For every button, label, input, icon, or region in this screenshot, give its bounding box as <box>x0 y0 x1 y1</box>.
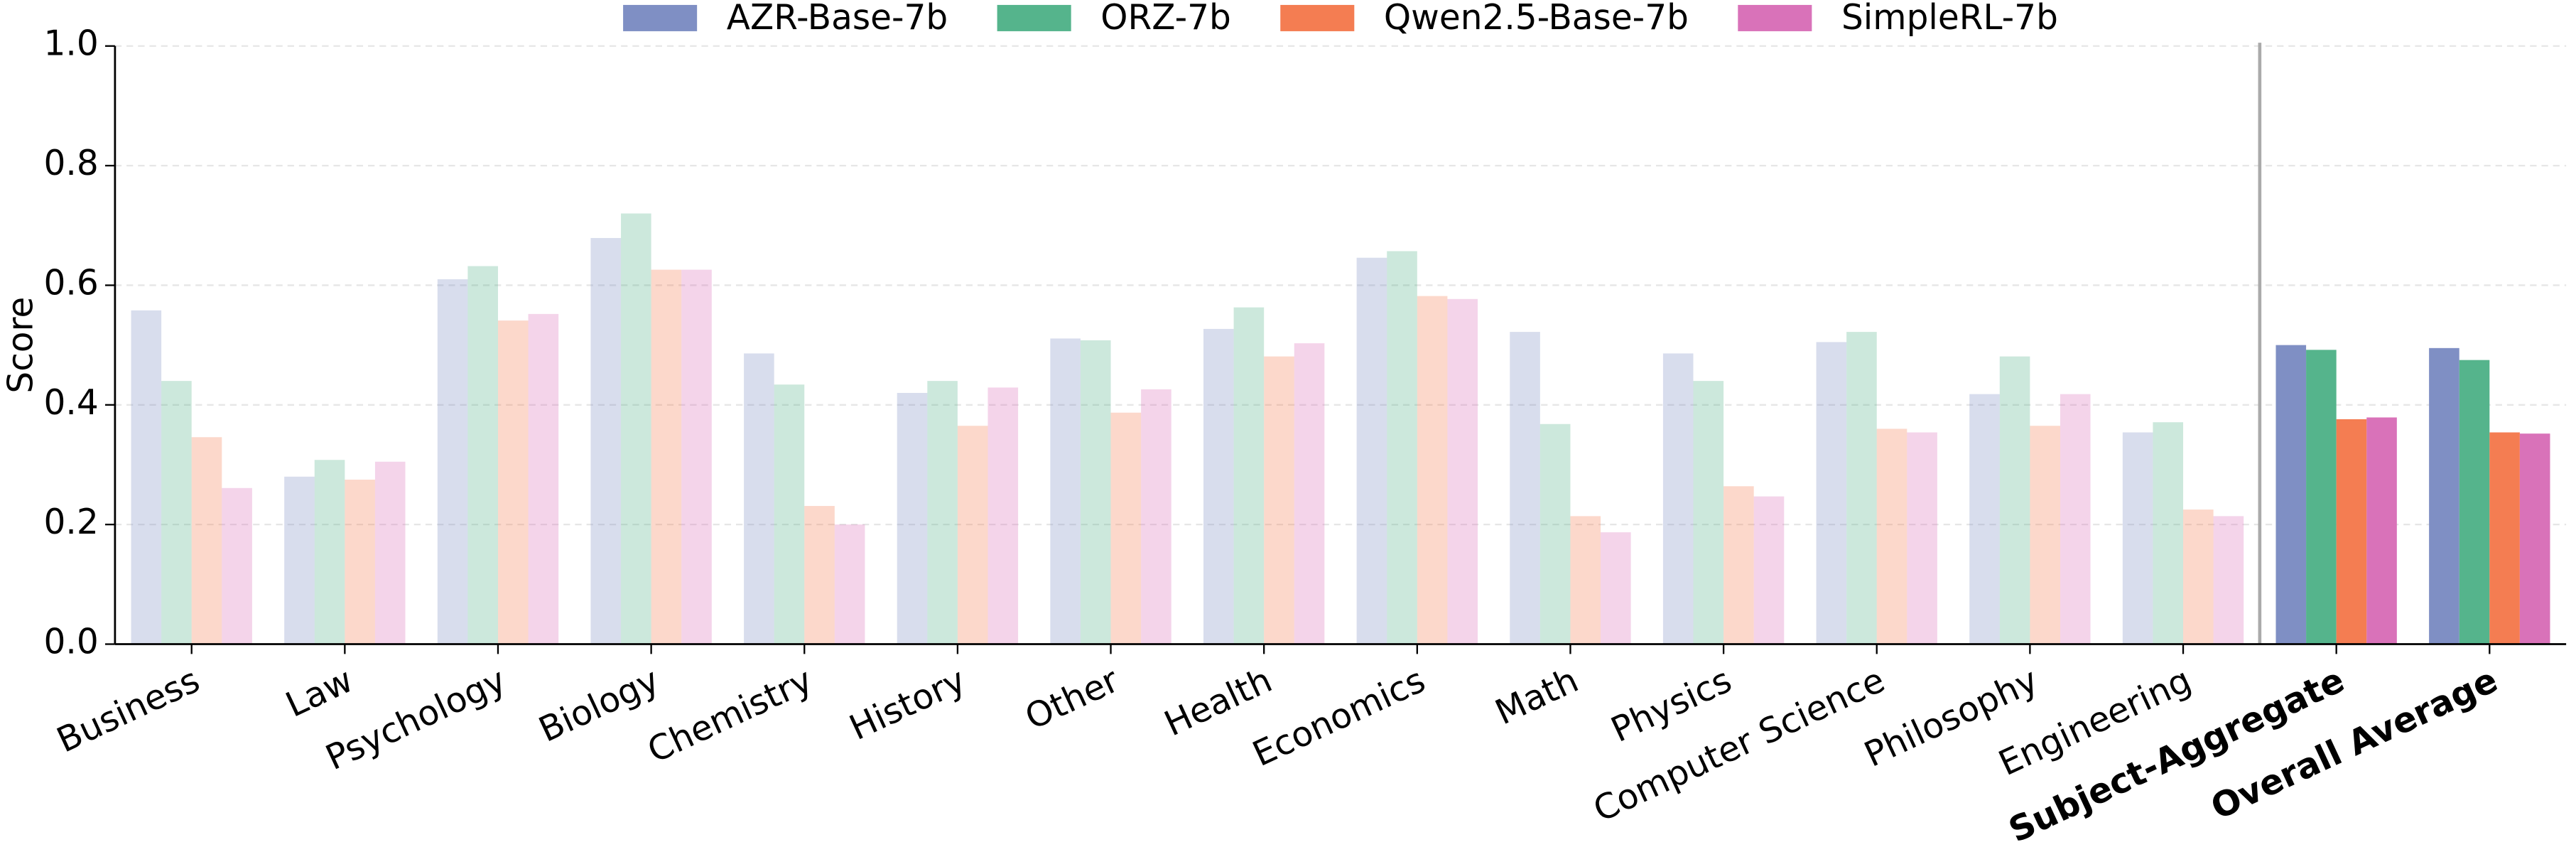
bar <box>437 279 468 644</box>
bar <box>590 237 622 644</box>
bar <box>774 384 805 644</box>
bar <box>1417 296 1448 644</box>
bar <box>927 381 958 644</box>
bar <box>1693 381 1724 644</box>
legend-swatch <box>997 4 1071 31</box>
bar <box>621 213 651 644</box>
bar <box>2153 422 2184 644</box>
bar <box>804 506 835 644</box>
bar <box>161 381 192 644</box>
bar <box>1907 432 1937 644</box>
bar <box>1141 389 1171 644</box>
bar <box>2213 516 2244 644</box>
bar <box>2030 426 2060 644</box>
bar <box>1876 428 1907 644</box>
bar <box>2429 347 2459 644</box>
bar <box>2459 360 2490 644</box>
bar <box>467 266 498 644</box>
bar <box>1816 342 1847 644</box>
bar <box>1846 332 1877 644</box>
bar <box>2366 417 2397 644</box>
legend-swatch <box>1738 4 1812 31</box>
bar <box>1050 338 1081 644</box>
bar <box>2275 345 2307 644</box>
x-tick-label: Overall Average <box>2205 660 2504 828</box>
bar <box>314 460 345 644</box>
bar <box>1356 257 1387 644</box>
legend-swatch <box>1280 4 1355 31</box>
bar <box>2122 432 2153 644</box>
legend-label: AZR-Base-7b <box>727 0 948 38</box>
bar <box>1110 412 1142 644</box>
y-tick-label: 0.0 <box>44 622 99 662</box>
bar <box>987 387 1019 644</box>
bar <box>2183 509 2214 644</box>
bar <box>1233 307 1265 644</box>
bar <box>1969 394 2000 644</box>
bar <box>1203 328 1234 644</box>
bar <box>897 392 928 644</box>
bar <box>497 320 529 644</box>
bar <box>1447 298 1478 644</box>
bar <box>1723 486 1754 644</box>
bar <box>191 437 222 644</box>
bar <box>131 310 162 644</box>
y-tick-label: 0.8 <box>44 144 99 183</box>
bar <box>1570 516 1601 644</box>
bar <box>651 269 682 644</box>
x-tick-label: Economics <box>1247 660 1432 775</box>
bar <box>2489 432 2520 644</box>
x-tick-label: Business <box>51 660 206 760</box>
bar <box>681 269 712 644</box>
x-tick-label: Math <box>1490 660 1585 733</box>
bar <box>1387 251 1417 644</box>
bar <box>1539 424 1571 644</box>
legend: AZR-Base-7b ORZ-7b Qwen2.5-Base-7b SimpleRL… <box>623 0 2058 38</box>
bar <box>374 461 406 644</box>
y-tick-label: 0.6 <box>44 263 99 303</box>
bar <box>2336 419 2367 644</box>
legend-swatch <box>623 4 698 31</box>
bar <box>528 313 559 644</box>
x-tick-label: Law <box>280 660 359 725</box>
y-tick-label: 0.2 <box>44 502 99 542</box>
y-tick-label: 1.0 <box>44 24 99 64</box>
bar <box>345 480 375 644</box>
bar <box>744 353 774 644</box>
bar <box>957 426 988 644</box>
legend-label: ORZ-7b <box>1100 0 1231 38</box>
bar <box>1753 496 1785 644</box>
bar <box>834 524 865 644</box>
x-tick-label: History <box>844 660 972 748</box>
bar <box>284 476 315 644</box>
bar <box>1999 356 2030 644</box>
bar <box>1601 532 1631 644</box>
bar <box>2519 433 2550 644</box>
bar <box>222 487 252 644</box>
y-axis-label: Score <box>1 297 40 394</box>
bar <box>1510 332 1540 644</box>
y-tick-label: 0.4 <box>44 383 99 423</box>
bar <box>1080 340 1111 644</box>
bar <box>1662 353 1694 644</box>
legend-label: SimpleRL-7b <box>1841 0 2058 38</box>
bar <box>1264 356 1294 644</box>
bar <box>2060 394 2091 644</box>
bar <box>1294 343 1325 644</box>
legend-label: Qwen2.5-Base-7b <box>1384 0 1689 38</box>
x-tick-label: Other <box>1019 660 1125 738</box>
x-tick-label: Chemistry <box>642 660 818 771</box>
bar <box>2306 350 2337 644</box>
